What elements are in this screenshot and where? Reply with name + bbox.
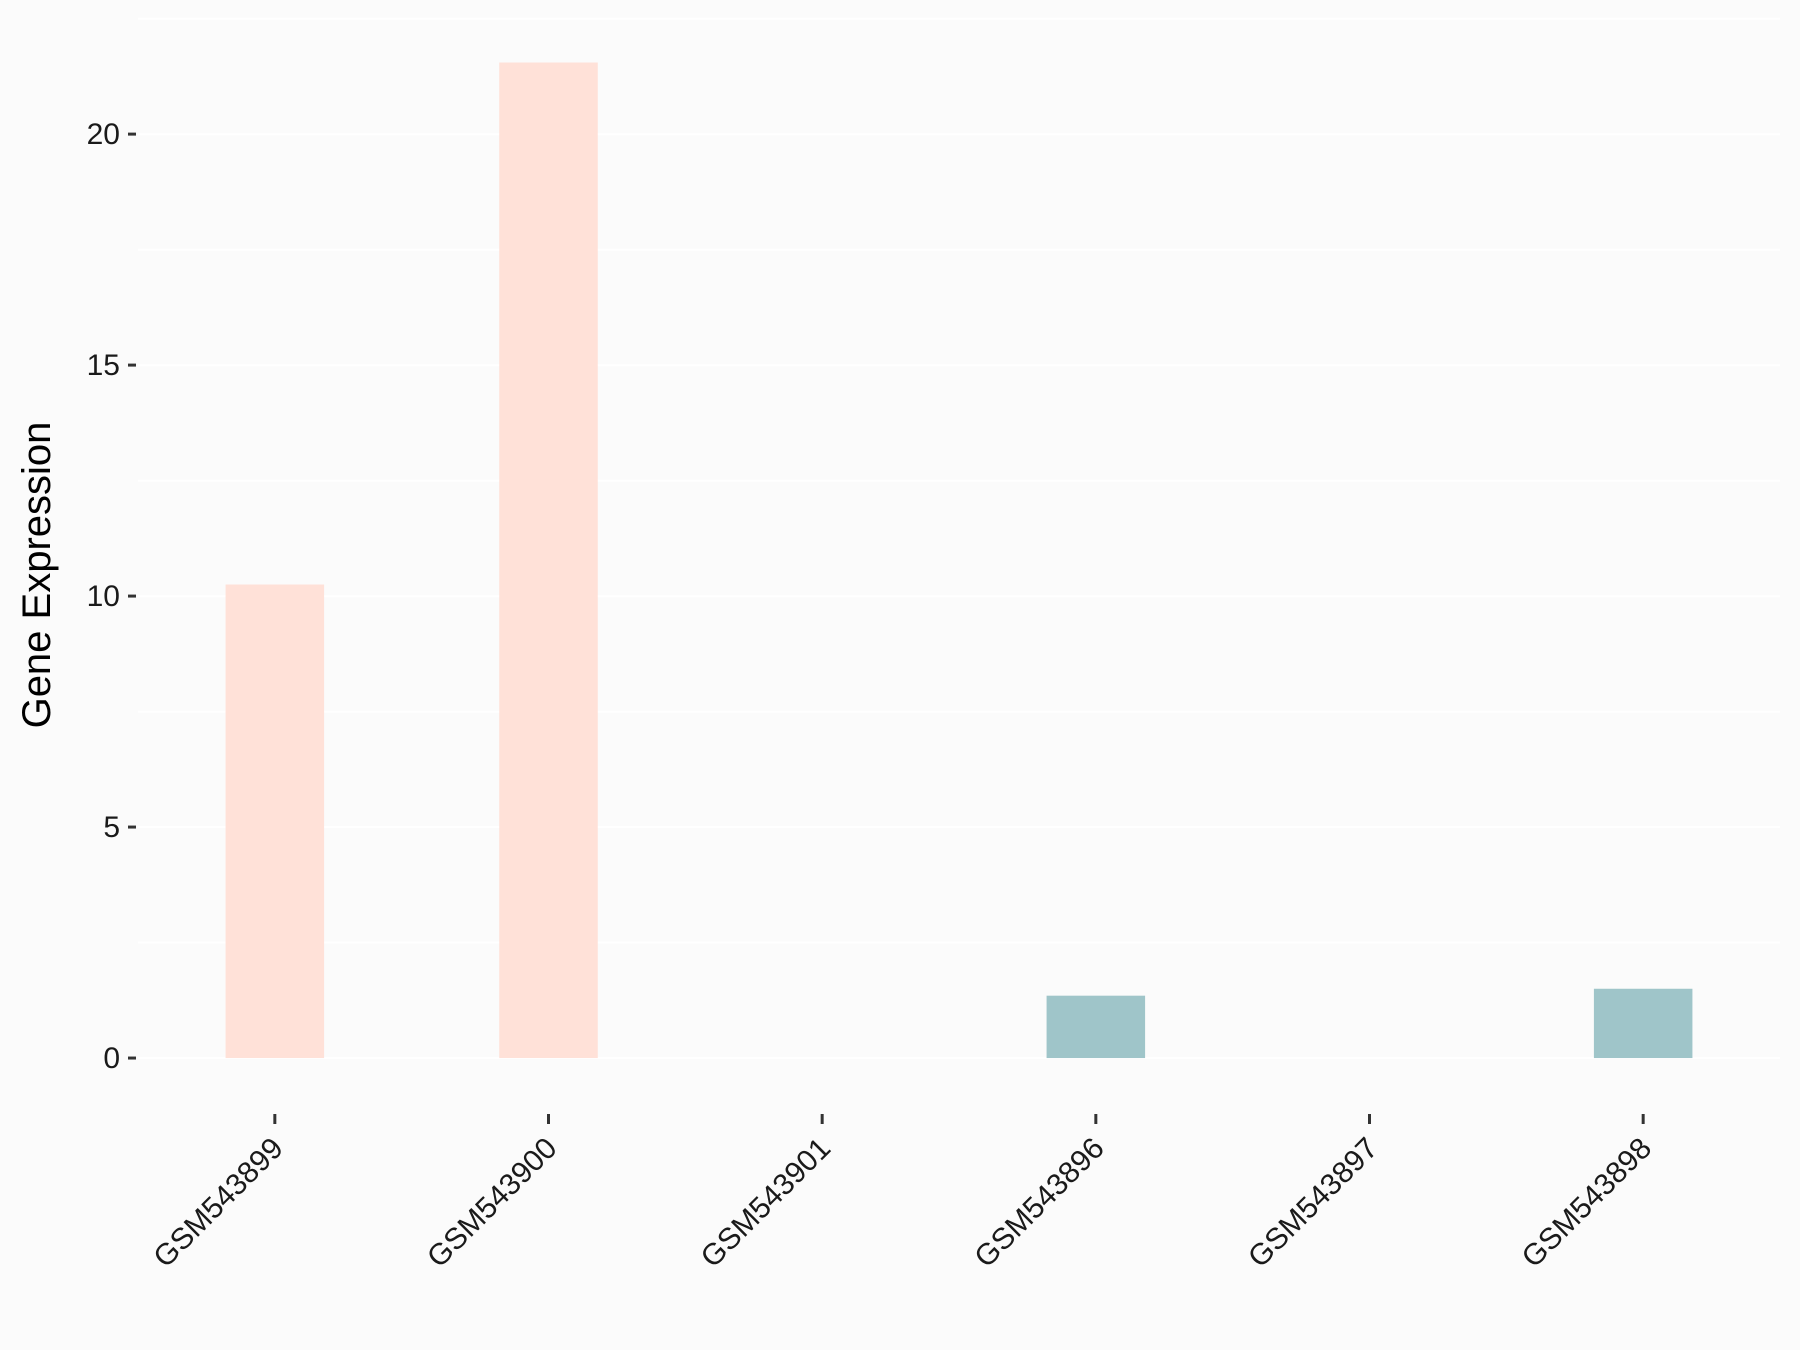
y-axis: 0 5 10 15 20	[87, 118, 136, 1075]
bar	[499, 62, 598, 1059]
y-tick-label: 10	[87, 580, 120, 613]
grid-lines	[138, 17, 1780, 1060]
y-tick-label: 5	[103, 811, 120, 844]
y-tick-label: 15	[87, 349, 120, 382]
bar	[1046, 995, 1146, 1059]
y-tick-label: 0	[103, 1042, 120, 1075]
y-axis-title: Gene Expression	[15, 422, 59, 729]
bar	[225, 584, 325, 1059]
bars	[225, 62, 1693, 1059]
y-tick-label: 20	[87, 118, 120, 151]
bar	[1593, 988, 1693, 1059]
